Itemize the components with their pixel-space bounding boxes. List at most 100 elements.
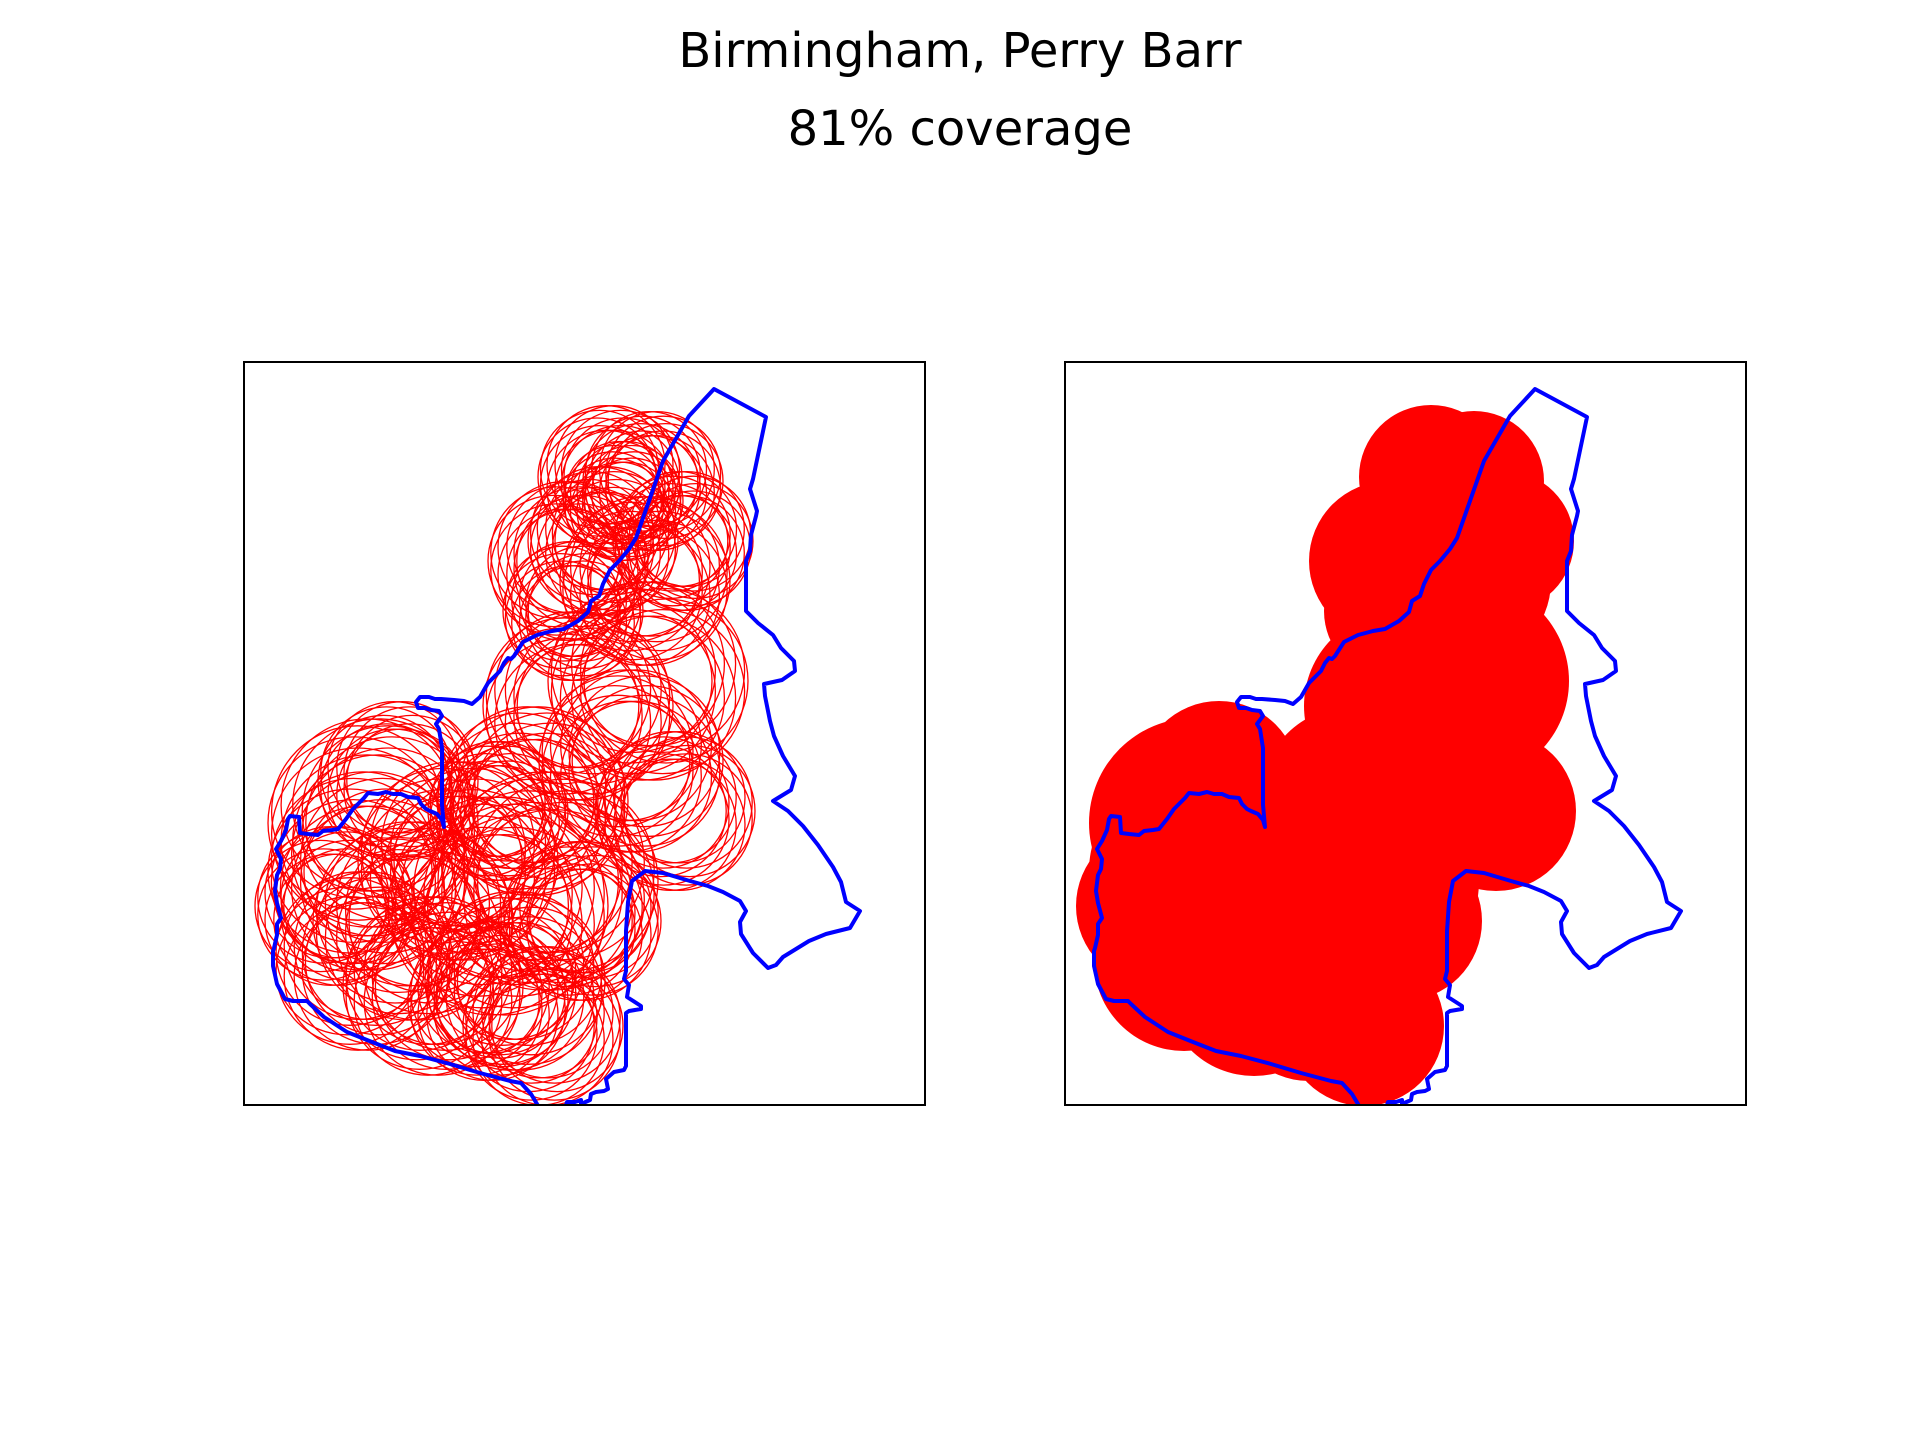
coverage-circle (529, 854, 662, 988)
coverage-circle (410, 943, 543, 1076)
coverage-circle (570, 615, 737, 781)
constituency-boundary (271, 387, 862, 1106)
coverage-circle (529, 470, 655, 596)
coverage-circle (494, 611, 652, 769)
coverage-circle (465, 968, 598, 1101)
coverage-circle (348, 838, 514, 1004)
coverage-circle (435, 891, 585, 1041)
coverage-circle (452, 752, 569, 870)
coverage-circle (598, 410, 715, 528)
coverage-circle (597, 736, 730, 869)
coverage-circle (513, 637, 671, 795)
coverage-circle (551, 470, 677, 596)
coverage-circle (620, 736, 753, 869)
coverage-circle (336, 701, 469, 834)
coverage-circle (551, 486, 677, 612)
coverage-circle (584, 415, 701, 532)
right-map-panel (1064, 361, 1747, 1106)
coverage-circle (549, 700, 702, 853)
coverage-circle (343, 723, 476, 856)
coverage-circle (620, 753, 753, 886)
coverage-circle (529, 486, 655, 612)
coverage-circle (290, 771, 457, 937)
left-map-svg (243, 361, 926, 1106)
coverage-circle (510, 868, 643, 1001)
coverage-circle (393, 778, 559, 944)
coverage-circle (526, 846, 659, 979)
coverage-circle (290, 805, 457, 971)
coverage-circle (301, 877, 451, 1026)
coverage-circle (283, 871, 433, 1021)
coverage-circle (541, 675, 694, 828)
coverage-circle (304, 886, 454, 1036)
coverage-circle (621, 494, 738, 612)
coverage-circle (468, 712, 626, 870)
coverage-circle (503, 846, 636, 979)
coverage-circle (380, 761, 547, 927)
coverage-circle (513, 617, 671, 775)
coverage-circle (490, 503, 623, 636)
coverage-circle (560, 700, 713, 853)
coverage-circle (423, 826, 605, 1009)
coverage-circle (270, 747, 445, 921)
coverage-circle (500, 854, 633, 988)
coverage-circle (363, 896, 513, 1046)
right-map-svg (1064, 361, 1747, 1106)
coverage-circle (317, 714, 450, 848)
coverage-circle (594, 744, 727, 878)
coverage-circle (353, 896, 503, 1046)
coverage-circle (429, 760, 546, 877)
coverage-circle (257, 848, 390, 981)
coverage-circle (494, 643, 652, 801)
coverage-circle (426, 921, 559, 1054)
chart-subtitle: 81% coverage (787, 101, 1133, 157)
coverage-circle (345, 921, 495, 1070)
coverage-circle (485, 637, 643, 795)
coverage-circle (536, 491, 661, 616)
coverage-circle (327, 728, 460, 861)
coverage-circles-outline (254, 405, 756, 1106)
coverage-circle (450, 760, 567, 877)
coverage-circle (516, 627, 674, 785)
coverage-circle (607, 422, 724, 540)
coverage-fill-circle (1139, 701, 1299, 861)
axes-frame (243, 361, 926, 1106)
coverage-circle (410, 926, 543, 1059)
coverage-circle (345, 902, 495, 1051)
coverage-circle (427, 897, 577, 1046)
coverage-area-filled (1076, 405, 1576, 1106)
coverage-fill-circle (1322, 841, 1482, 1001)
coverage-circle (424, 906, 574, 1056)
coverage-circle (613, 731, 746, 864)
coverage-circle (320, 706, 453, 839)
coverage-circle (343, 706, 476, 839)
coverage-circle (488, 951, 621, 1084)
coverage-circle (504, 643, 662, 801)
coverage-circle (545, 466, 670, 591)
coverage-circle (604, 758, 737, 891)
coverage-circle (579, 608, 746, 775)
coverage-circle (270, 777, 437, 944)
coverage-circle (445, 891, 595, 1041)
coverage-circle (369, 761, 536, 927)
coverage-circle (320, 723, 453, 856)
coverage-circle (346, 714, 479, 848)
constituency-boundary (1092, 387, 1683, 1106)
coverage-circle (363, 926, 513, 1076)
coverage-circle (485, 617, 643, 775)
coverage-circle (582, 422, 699, 540)
coverage-circle (283, 901, 433, 1051)
coverage-circle (473, 778, 655, 961)
coverage-circle (504, 611, 662, 769)
coverage-circle (374, 911, 524, 1061)
left-map-panel (243, 361, 926, 1106)
axes-frame (1064, 361, 1747, 1106)
coverage-fill-circle (1416, 731, 1576, 891)
coverage-circle (435, 921, 585, 1071)
coverage-circle (299, 798, 466, 965)
coverage-circle (623, 744, 756, 878)
coverage-circle (481, 946, 614, 1079)
coverage-circle (503, 863, 636, 996)
coverage-fill-circle (1349, 466, 1499, 616)
coverage-circle (526, 863, 659, 996)
